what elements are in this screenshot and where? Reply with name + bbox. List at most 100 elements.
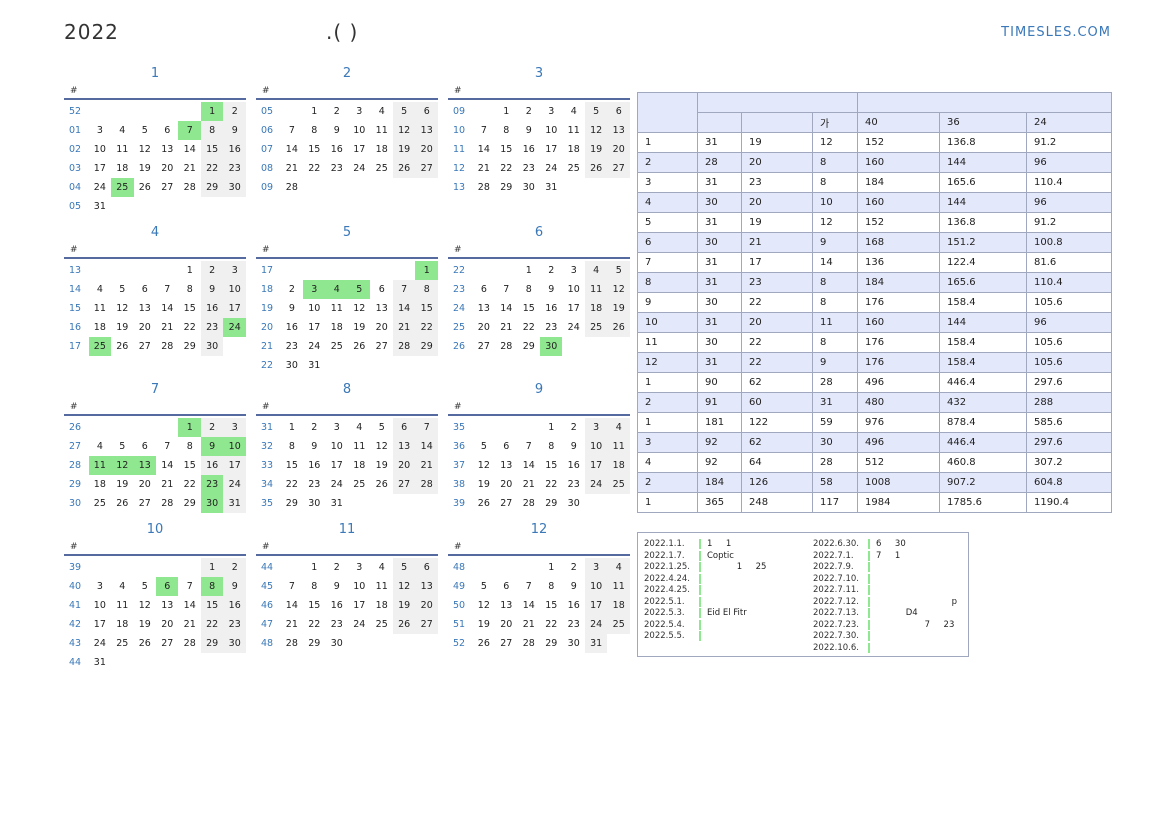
table-cell: 91.2: [1026, 132, 1112, 153]
month-8: 8 #31 1 2 3 4 5 6 7 32 8 9 10 11 12 13 14 33 15 16 17 18 19 20 2…: [256, 382, 438, 513]
table-cell: 30: [697, 192, 742, 213]
week-row: 24 13 14 15 16 17 18 19: [448, 299, 630, 318]
table-row: 8 31 23 8 184 165.6 110.4: [637, 272, 1112, 293]
day-cell: 24: [330, 479, 343, 490]
holiday-note: 2022.7.11.: [813, 585, 957, 597]
day-cell: 19: [477, 479, 490, 490]
day-cell: 15: [183, 303, 196, 314]
day-cell: [562, 337, 584, 356]
day-cell: 19: [116, 479, 129, 490]
table-cell: 20: [741, 312, 813, 333]
holiday-text: Coptic: [707, 550, 734, 561]
holiday-note: 2022.7.23. 7 23: [813, 619, 957, 632]
day-cell: 16: [522, 144, 535, 155]
day-cell: [370, 634, 392, 653]
week-number: 47: [261, 619, 274, 630]
day-cell: 17: [584, 596, 608, 615]
day-cell: 1: [311, 106, 318, 117]
table-row: 2 91 60 31 480 432 288: [637, 392, 1112, 413]
table-cell: 365: [697, 492, 742, 513]
table-header-row: 가 40 36 24: [638, 112, 1112, 133]
day-cell: 27: [161, 182, 174, 193]
holiday-date: 2022.4.25.: [644, 585, 701, 595]
week-number: 51: [453, 619, 466, 630]
day-cell: [89, 558, 111, 577]
day-cell: 16: [330, 600, 343, 611]
day-cell: 30: [200, 494, 224, 513]
table-cell: 62: [741, 432, 813, 453]
table-cell: 105.6: [1026, 292, 1112, 313]
day-cell: 27: [607, 159, 630, 178]
week-row: 19 9 10 11 12 13 14 15: [256, 299, 438, 318]
day-cell: [156, 653, 178, 672]
day-cell: 8: [415, 280, 438, 299]
week-number: 39: [69, 562, 82, 573]
day-cell: 14: [392, 299, 416, 318]
table-cell: 168: [857, 232, 940, 253]
day-cell: 26: [116, 341, 129, 352]
day-cell: 22: [308, 163, 321, 174]
table-cell: 1785.6: [939, 492, 1027, 513]
day-cell: 1: [288, 422, 295, 433]
day-cell: 12: [353, 303, 366, 314]
table-cell: 20: [741, 152, 813, 173]
month-6: 6 #22 1 2 3 4 5 23 6 7 8 9 10 11 12 24 13 14 15 16 17 18 19 25 2…: [448, 225, 630, 356]
week-number: 10: [453, 125, 466, 136]
table-cell: 91.2: [1026, 212, 1112, 233]
day-cell: 3: [96, 125, 103, 136]
day-cell: 11: [330, 303, 343, 314]
day-cell: 15: [522, 303, 535, 314]
day-cell: 22: [200, 159, 224, 178]
week-row: 35 29 30 31: [256, 494, 438, 513]
day-cell: 10: [308, 303, 321, 314]
day-cell: 8: [503, 125, 510, 136]
day-cell: 4: [96, 284, 103, 295]
table-cell: 144: [939, 152, 1027, 173]
day-cell: 15: [308, 600, 321, 611]
day-cell: 2: [288, 284, 295, 295]
week-number: 19: [261, 303, 274, 314]
table-cell: 31: [697, 352, 742, 373]
day-cell: 15: [308, 144, 321, 155]
holiday-note: 2022.7.9.: [813, 562, 957, 574]
week-number-header: #: [262, 402, 270, 412]
brand-link[interactable]: TIMESLES.COM: [1001, 25, 1111, 40]
day-cell: 4: [96, 441, 103, 452]
holiday-text: D4: [876, 608, 918, 618]
table-cell: 1: [637, 412, 698, 433]
day-cell: 21: [285, 163, 298, 174]
month-title: 1: [150, 66, 160, 81]
week-row: 26 27 28 29 30: [448, 337, 630, 356]
day-cell: 12: [375, 441, 388, 452]
week-number: 13: [69, 265, 82, 276]
table-cell: 176: [857, 352, 940, 373]
day-cell: 7: [525, 581, 532, 592]
table-cell: 2: [637, 472, 698, 493]
day-cell: 6: [415, 558, 438, 577]
day-cell: [223, 653, 246, 672]
week-row: 06 7 8 9 10 11 12 13: [256, 121, 438, 140]
day-cell: [415, 178, 438, 197]
day-cell: 14: [183, 144, 196, 155]
month-table: 48 1 2 3 4 49 5 6 7 8 9 10 11 50 12 13 14 15 16 17 18 51 19 20 2…: [448, 558, 630, 653]
week-row: 43 24 25 26 27 28 29 30: [64, 634, 246, 653]
day-cell: [111, 558, 133, 577]
table-cell: 907.2: [939, 472, 1027, 493]
day-cell: 18: [116, 163, 129, 174]
table-cell: 117: [812, 492, 858, 513]
week-number: 34: [261, 479, 274, 490]
table-cell: 30: [812, 432, 858, 453]
holiday-note: 2022.7.13. D4: [813, 608, 957, 620]
table-cell: 8: [812, 272, 858, 293]
table-cell: 184: [857, 172, 940, 193]
month-table: 09 1 2 3 4 5 6 10 7 8 9 10 11 12 13 11 14 15 16 17 18 19 20 12 2…: [448, 102, 630, 197]
week-row: 39 1 2: [64, 558, 246, 577]
day-cell: [134, 102, 156, 121]
day-cell: 5: [480, 581, 487, 592]
day-cell: 20: [500, 619, 513, 630]
table-row: 6 30 21 9 168 151.2 100.8: [637, 232, 1112, 253]
table-cell: 8: [812, 152, 858, 173]
day-cell: 22: [545, 479, 558, 490]
table-cell: 3: [637, 172, 698, 193]
day-cell: 9: [333, 581, 340, 592]
